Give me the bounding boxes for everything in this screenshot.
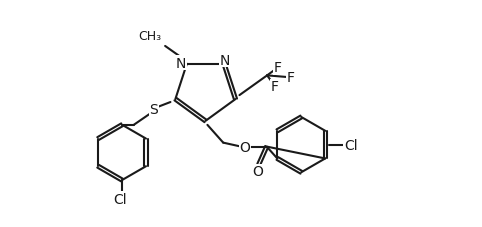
Text: N: N — [176, 57, 186, 70]
Text: S: S — [149, 102, 158, 116]
Text: N: N — [220, 54, 230, 67]
Text: CH₃: CH₃ — [138, 30, 161, 43]
Text: O: O — [253, 165, 263, 178]
Text: F: F — [271, 80, 279, 94]
Text: F: F — [287, 71, 295, 85]
Text: Cl: Cl — [344, 138, 358, 152]
Text: Cl: Cl — [113, 192, 127, 206]
Text: F: F — [274, 61, 282, 75]
Text: O: O — [240, 140, 250, 154]
